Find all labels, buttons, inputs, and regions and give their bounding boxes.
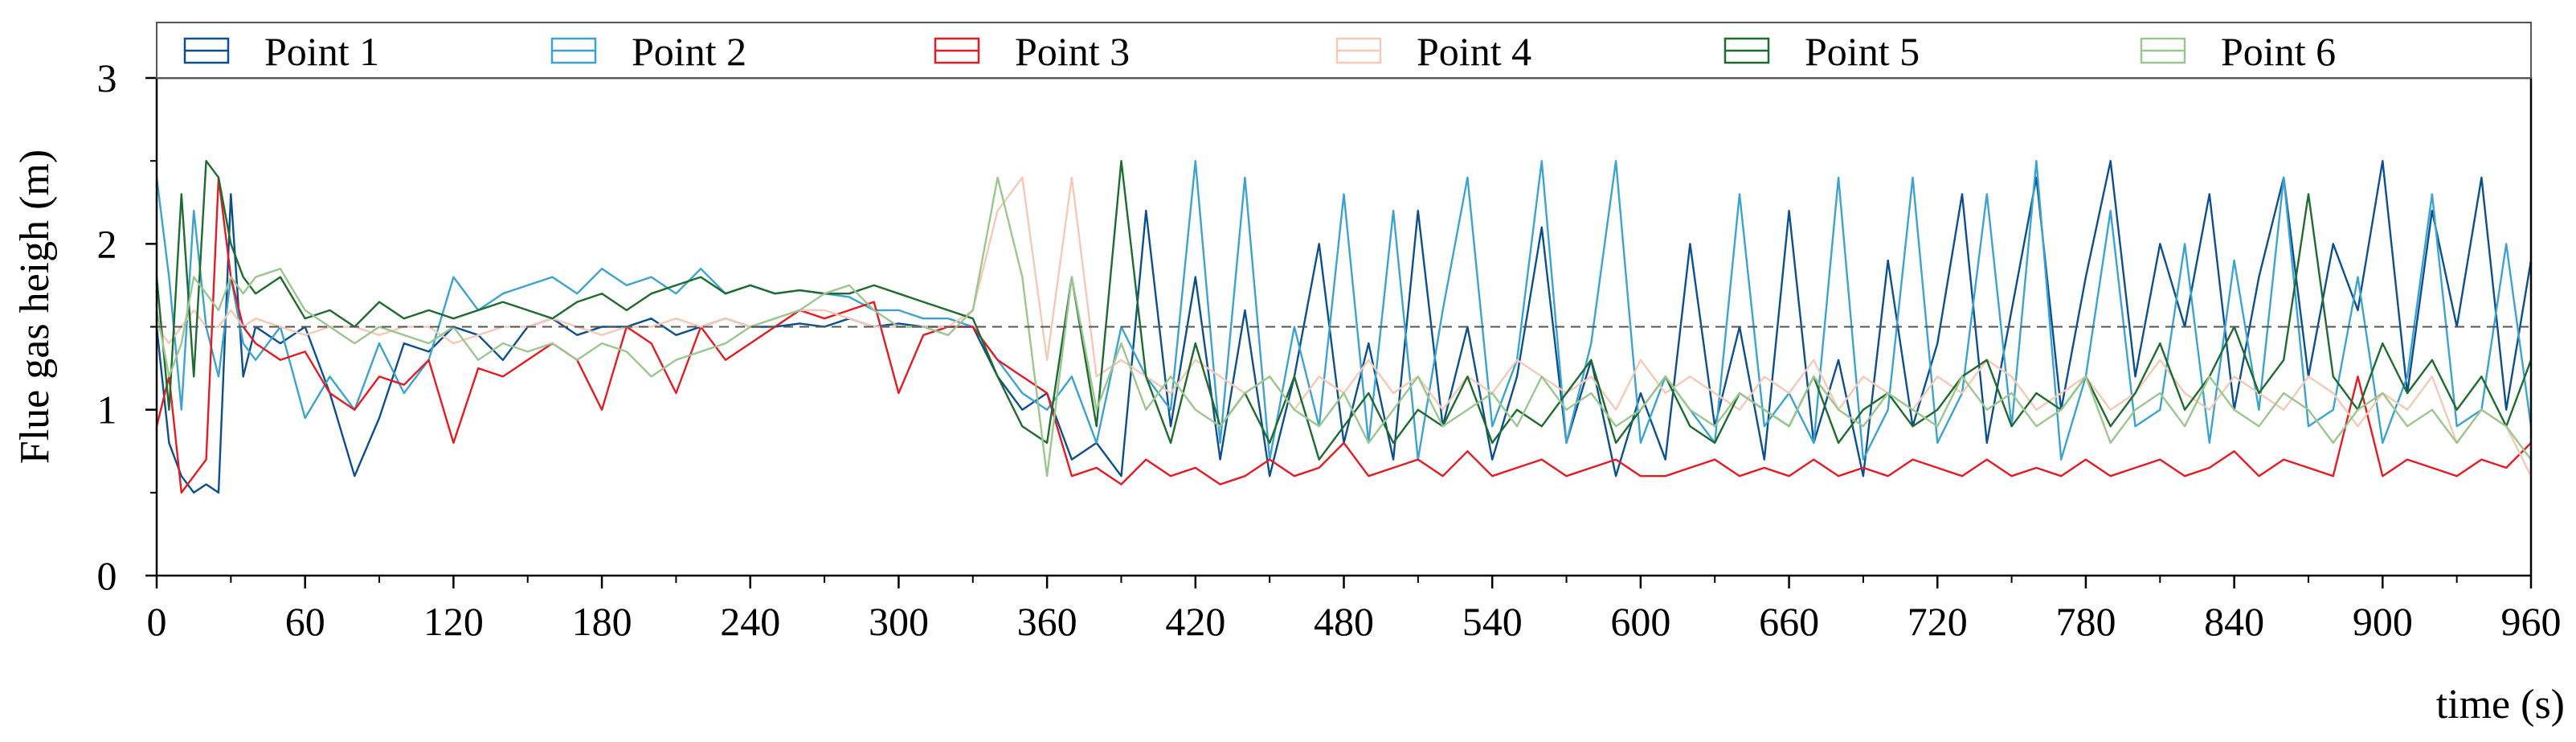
y-tick-label: 1 [97,387,117,432]
legend-label-6: Point 6 [2221,29,2336,74]
x-tick-label: 360 [1017,599,1077,644]
x-tick-label: 720 [1907,599,1968,644]
legend: Point 1 Point 2 Point 3 Point 4 Point 5 Point… [156,22,2532,79]
y-axis-label: Flue gas heigh (m) [12,150,58,464]
legend-label-5: Point 5 [1805,29,1920,74]
series-line-5 [157,159,2531,461]
x-tick-label: 960 [2501,599,2562,644]
y-tick-label: 2 [97,221,117,266]
x-tick-label: 240 [720,599,780,644]
x-tick-label: 600 [1610,599,1670,644]
x-tick-label: 420 [1165,599,1225,644]
x-tick-label: 300 [869,599,929,644]
legend-label-3: Point 3 [1015,29,1130,74]
x-tick-label: 840 [2204,599,2264,644]
series-line-2 [157,159,2531,461]
legend-label-1: Point 1 [264,29,379,74]
axes-layer: 0 60 120 180 240 300 360 420 480 540 600 660 720 780 8… [97,55,2562,644]
legend-label-2: Point 2 [632,29,746,74]
legend-label-4: Point 4 [1417,29,1531,74]
series-line-6 [157,176,2531,478]
x-tick-label: 540 [1462,599,1523,644]
x-tick-label: 180 [572,599,632,644]
x-tick-label: 900 [2353,599,2413,644]
x-tick-label: 120 [423,599,484,644]
x-tick-label: 660 [1759,599,1819,644]
series-line-3 [157,176,2531,494]
x-tick-label: 60 [285,599,325,644]
series-layer [157,159,2531,494]
y-tick-label: 3 [97,55,117,100]
x-axis-label: time (s) [2436,682,2565,728]
x-tick-label: 0 [147,599,167,644]
x-tick-label: 480 [1314,599,1374,644]
x-tick-label: 780 [2055,599,2116,644]
y-tick-label: 0 [97,553,117,598]
